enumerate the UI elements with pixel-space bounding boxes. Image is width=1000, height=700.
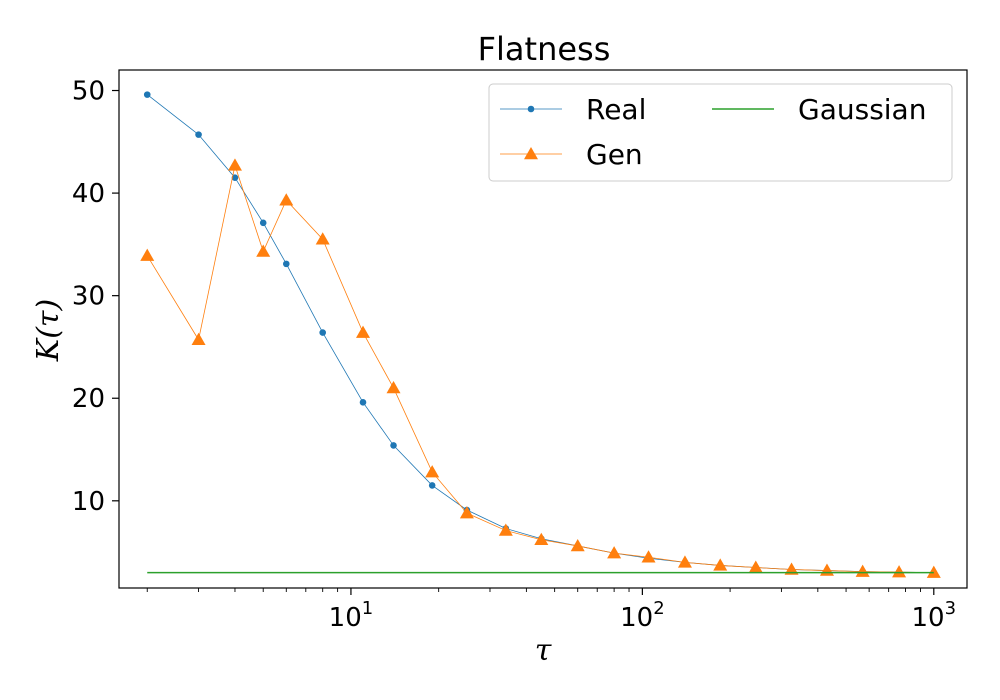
data-point-gen bbox=[570, 538, 585, 552]
data-point-gen bbox=[855, 564, 870, 577]
y-axis: 10 20 30 40 50 bbox=[72, 77, 119, 517]
data-point-real bbox=[319, 329, 326, 336]
legend-marker-gen bbox=[524, 147, 538, 160]
data-point-real bbox=[259, 219, 267, 227]
legend-label-real: Real bbox=[586, 93, 646, 126]
data-point-real bbox=[195, 131, 202, 138]
data-point-gen bbox=[498, 523, 513, 536]
data-point-gen bbox=[227, 158, 242, 171]
data-point-real bbox=[143, 91, 151, 98]
chart-title: Flatness bbox=[478, 30, 611, 68]
data-point-real bbox=[428, 482, 436, 489]
data-point-gen bbox=[748, 560, 763, 573]
data-point-real bbox=[282, 260, 290, 268]
data-point-gen bbox=[819, 563, 834, 576]
y-tick-label: 30 bbox=[72, 282, 105, 312]
data-point-gen bbox=[713, 558, 728, 571]
data-point-gen bbox=[386, 380, 401, 394]
data-point-gen bbox=[784, 562, 799, 575]
data-point-gen bbox=[641, 550, 656, 563]
x-tick-label: 101 bbox=[329, 598, 374, 633]
y-tick-label: 10 bbox=[72, 487, 105, 517]
data-point-gen bbox=[315, 232, 330, 245]
data-point-real bbox=[359, 399, 367, 406]
plot-frame bbox=[118, 69, 968, 589]
plot-area bbox=[140, 91, 941, 578]
data-point-real bbox=[231, 174, 239, 182]
x-axis: 101 102 103 bbox=[146, 588, 957, 633]
legend-label-gaussian: Gaussian bbox=[798, 93, 926, 126]
x-tick-label: 102 bbox=[620, 598, 665, 633]
data-point-gen bbox=[279, 193, 294, 206]
data-point-gen bbox=[607, 546, 622, 559]
data-point-gen bbox=[256, 244, 271, 257]
data-point-gen bbox=[356, 325, 371, 338]
data-point-gen bbox=[425, 465, 440, 478]
x-tick-label: 103 bbox=[912, 598, 957, 633]
y-tick-label: 20 bbox=[72, 384, 105, 414]
x-axis-label: τ bbox=[535, 633, 552, 668]
data-point-gen bbox=[534, 532, 549, 546]
data-point-gen bbox=[140, 248, 155, 261]
data-point-real bbox=[390, 442, 397, 449]
y-axis-label: K(τ) bbox=[31, 299, 66, 362]
data-point-gen bbox=[191, 332, 206, 346]
y-tick-label: 40 bbox=[72, 179, 105, 209]
legend: Real Gen Gaussian bbox=[488, 83, 953, 182]
legend-label-gen: Gen bbox=[586, 138, 643, 171]
data-point-gen bbox=[926, 565, 941, 578]
legend-marker-real bbox=[527, 105, 535, 113]
data-point-gen bbox=[459, 506, 474, 519]
data-point-gen bbox=[892, 565, 907, 578]
legend-box bbox=[488, 83, 953, 182]
data-point-gen bbox=[677, 555, 692, 568]
y-tick-label: 50 bbox=[72, 77, 105, 107]
